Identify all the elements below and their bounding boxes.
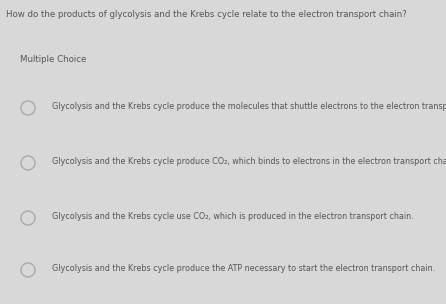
Text: How do the products of glycolysis and the Krebs cycle relate to the electron tra: How do the products of glycolysis and th… [6,10,407,19]
Text: Glycolysis and the Krebs cycle use CO₂, which is produced in the electron transp: Glycolysis and the Krebs cycle use CO₂, … [52,212,413,221]
Text: Glycolysis and the Krebs cycle produce the ATP necessary to start the electron t: Glycolysis and the Krebs cycle produce t… [52,264,435,273]
Text: Glycolysis and the Krebs cycle produce CO₂, which binds to electrons in the elec: Glycolysis and the Krebs cycle produce C… [52,157,446,166]
Text: Glycolysis and the Krebs cycle produce the molecules that shuttle electrons to t: Glycolysis and the Krebs cycle produce t… [52,102,446,111]
Text: Multiple Choice: Multiple Choice [20,55,87,64]
